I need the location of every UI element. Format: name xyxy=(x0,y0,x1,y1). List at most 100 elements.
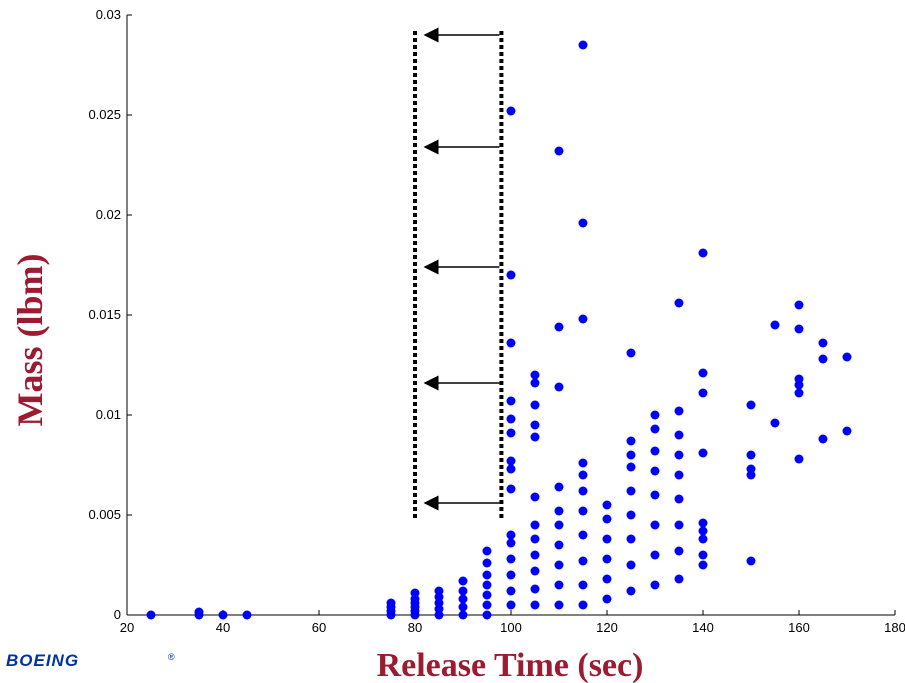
data-point xyxy=(674,470,684,480)
data-point xyxy=(554,506,564,516)
data-points xyxy=(146,40,852,620)
data-point xyxy=(530,432,540,442)
data-point xyxy=(650,410,660,420)
x-tick-label: 40 xyxy=(216,620,230,635)
data-point xyxy=(506,428,516,438)
y-tick-label: 0.03 xyxy=(96,7,121,22)
data-point xyxy=(794,454,804,464)
data-point xyxy=(530,492,540,502)
data-point xyxy=(650,550,660,560)
data-point xyxy=(794,374,804,384)
data-point xyxy=(554,600,564,610)
y-tick-label: 0.025 xyxy=(88,107,121,122)
data-point xyxy=(746,556,756,566)
data-point xyxy=(650,490,660,500)
x-tick-label: 80 xyxy=(408,620,422,635)
data-point xyxy=(482,558,492,568)
data-point xyxy=(578,556,588,566)
data-point xyxy=(506,456,516,466)
data-point xyxy=(506,464,516,474)
data-point xyxy=(554,322,564,332)
data-point xyxy=(434,586,444,596)
data-point xyxy=(698,448,708,458)
data-point xyxy=(506,570,516,580)
data-point xyxy=(482,590,492,600)
data-point xyxy=(482,610,492,620)
data-point xyxy=(626,436,636,446)
data-point xyxy=(818,434,828,444)
boeing-logo: BOEING ® xyxy=(6,651,175,670)
data-point xyxy=(578,486,588,496)
data-point xyxy=(602,574,612,584)
data-point xyxy=(554,560,564,570)
data-point xyxy=(626,486,636,496)
data-point xyxy=(554,520,564,530)
y-tick-label: 0.005 xyxy=(88,507,121,522)
data-point xyxy=(578,458,588,468)
x-tick-label: 160 xyxy=(788,620,810,635)
data-point xyxy=(650,520,660,530)
data-point xyxy=(506,484,516,494)
data-point xyxy=(482,570,492,580)
data-point xyxy=(674,520,684,530)
data-point xyxy=(242,610,252,620)
data-point xyxy=(506,270,516,280)
data-point xyxy=(674,574,684,584)
data-point xyxy=(698,388,708,398)
data-point xyxy=(146,610,156,620)
data-point xyxy=(506,414,516,424)
data-point xyxy=(482,580,492,590)
x-axis-label: Release Time (sec) xyxy=(377,647,644,683)
data-point xyxy=(458,594,468,604)
data-point xyxy=(818,338,828,348)
data-point xyxy=(602,554,612,564)
logo-text: BOEING xyxy=(6,651,79,670)
data-point xyxy=(698,560,708,570)
data-point xyxy=(602,594,612,604)
x-tick-label: 20 xyxy=(120,620,134,635)
data-point xyxy=(674,450,684,460)
data-point xyxy=(506,396,516,406)
data-point xyxy=(506,106,516,116)
data-point xyxy=(218,610,228,620)
data-point xyxy=(650,580,660,590)
data-point xyxy=(194,607,204,617)
data-point xyxy=(458,586,468,596)
data-point xyxy=(578,506,588,516)
data-point xyxy=(650,466,660,476)
data-point xyxy=(554,580,564,590)
data-point xyxy=(602,534,612,544)
y-tick-label: 0.015 xyxy=(88,307,121,322)
data-point xyxy=(746,400,756,410)
x-tick-label: 180 xyxy=(884,620,905,635)
data-point xyxy=(482,600,492,610)
data-point xyxy=(506,554,516,564)
data-point xyxy=(626,510,636,520)
data-point xyxy=(650,424,660,434)
data-point xyxy=(746,450,756,460)
data-point xyxy=(530,370,540,380)
data-point xyxy=(674,430,684,440)
data-point xyxy=(578,314,588,324)
data-point xyxy=(458,576,468,586)
data-point xyxy=(530,550,540,560)
data-point xyxy=(650,446,660,456)
data-point xyxy=(530,420,540,430)
data-point xyxy=(842,352,852,362)
data-point xyxy=(746,464,756,474)
data-point xyxy=(626,348,636,358)
data-point xyxy=(410,588,420,598)
data-point xyxy=(506,586,516,596)
data-point xyxy=(578,40,588,50)
data-point xyxy=(602,514,612,524)
data-point xyxy=(506,530,516,540)
data-point xyxy=(626,534,636,544)
data-point xyxy=(626,560,636,570)
axes: 20 40 60 80 100 120 140 160 180 0 0.005 0.01 0.015 0.… xyxy=(88,7,905,635)
data-point xyxy=(458,610,468,620)
y-tick-label: 0 xyxy=(114,607,121,622)
data-point xyxy=(554,482,564,492)
data-point xyxy=(530,534,540,544)
data-point xyxy=(506,600,516,610)
